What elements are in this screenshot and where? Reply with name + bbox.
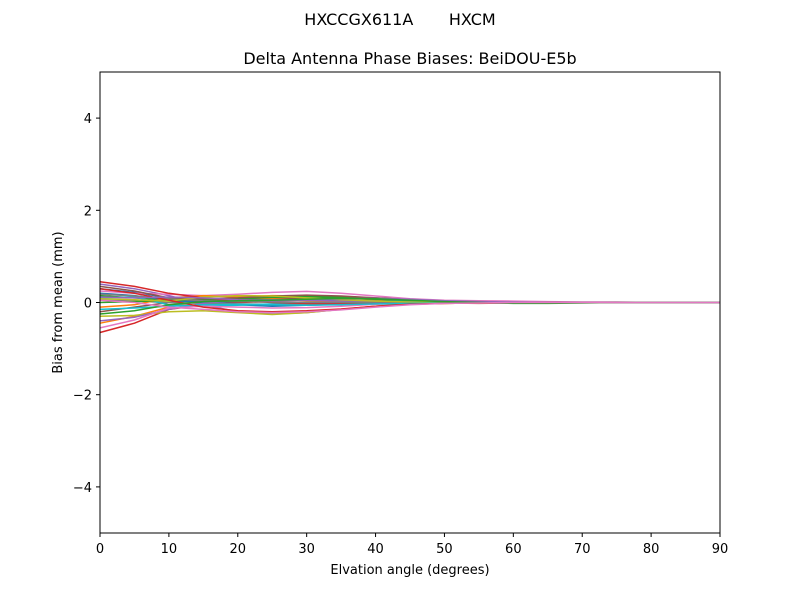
x-tick-label: 10 [161, 542, 178, 557]
x-tick-label: 70 [574, 542, 591, 557]
x-tick-label: 80 [643, 542, 660, 557]
y-tick-label: 2 [84, 204, 92, 219]
chart-title: Delta Antenna Phase Biases: BeiDOU-E5b [243, 49, 576, 68]
x-tick-label: 60 [505, 542, 522, 557]
y-axis: −4 −2 0 2 4 [73, 112, 100, 496]
figure-suptitle: HXCCGX611A HXCM [304, 10, 496, 29]
x-axis-label: Elvation angle (degrees) [330, 563, 489, 578]
y-tick-label: −4 [73, 481, 92, 496]
x-tick-label: 50 [436, 542, 453, 557]
series-layer [99, 281, 720, 334]
x-axis: 0 10 20 30 40 50 60 70 80 90 [96, 533, 728, 557]
x-tick-label: 40 [367, 542, 384, 557]
y-tick-label: 4 [84, 112, 92, 127]
x-tick-label: 90 [712, 542, 729, 557]
x-tick-label: 20 [230, 542, 247, 557]
x-tick-label: 30 [298, 542, 315, 557]
series-line-17 [99, 301, 720, 329]
y-tick-label: −2 [73, 389, 92, 404]
x-tick-label: 0 [96, 542, 104, 557]
series-line-24 [99, 299, 720, 314]
y-axis-label: Bias from mean (mm) [51, 231, 66, 373]
y-tick-label: 0 [84, 297, 92, 312]
